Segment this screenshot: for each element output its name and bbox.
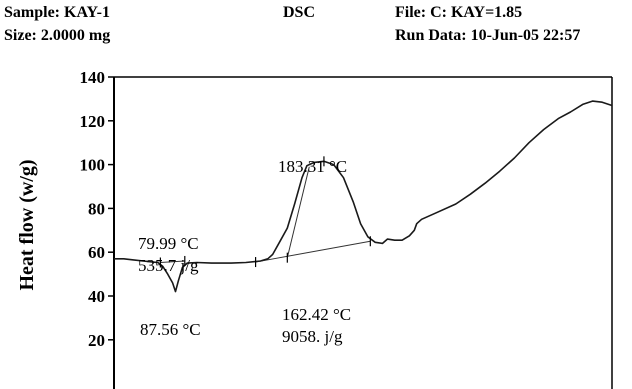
y-tick-label: 20 (88, 331, 105, 350)
y-tick-label: 40 (88, 287, 105, 306)
run-data-label: Run Data: 10-Jun-05 22:57 (395, 27, 581, 44)
y-tick-label: 80 (88, 199, 105, 218)
y-ticks: 20 40 60 80 100 120 140 (80, 68, 114, 350)
y-axis-label: Heat flow (w/g) (16, 159, 38, 290)
baseline-line (160, 260, 185, 263)
annotation-text: 183.31 °C (278, 157, 347, 176)
file-label: File: C: KAY=1.85 (395, 4, 523, 21)
annotation-text: 79.99 °C (138, 234, 199, 253)
y-tick-label: 120 (80, 112, 106, 131)
annotation-text: 162.42 °C (282, 305, 351, 324)
chart-marks (114, 100, 613, 293)
y-tick-label: 100 (80, 156, 106, 175)
baseline-line (255, 240, 371, 263)
chart-annotations: 79.99 °C 535.7 j/g 87.56 °C 183.31 °C 162.42… (138, 157, 351, 346)
heat-flow-curve (114, 100, 613, 293)
tangent-line (286, 166, 310, 258)
annotation-text: 535.7 j/g (138, 256, 199, 275)
method-label: DSC (283, 4, 316, 21)
size-label: Size: 2.0000 mg (4, 27, 111, 44)
chart-axes (113, 76, 613, 389)
y-tick-label: 60 (88, 243, 105, 262)
sample-label: Sample: KAY-1 (4, 4, 110, 21)
y-tick-label: 140 (80, 68, 106, 87)
annotation-text: 87.56 °C (140, 320, 201, 339)
annotation-text: 9058. j/g (282, 327, 343, 346)
